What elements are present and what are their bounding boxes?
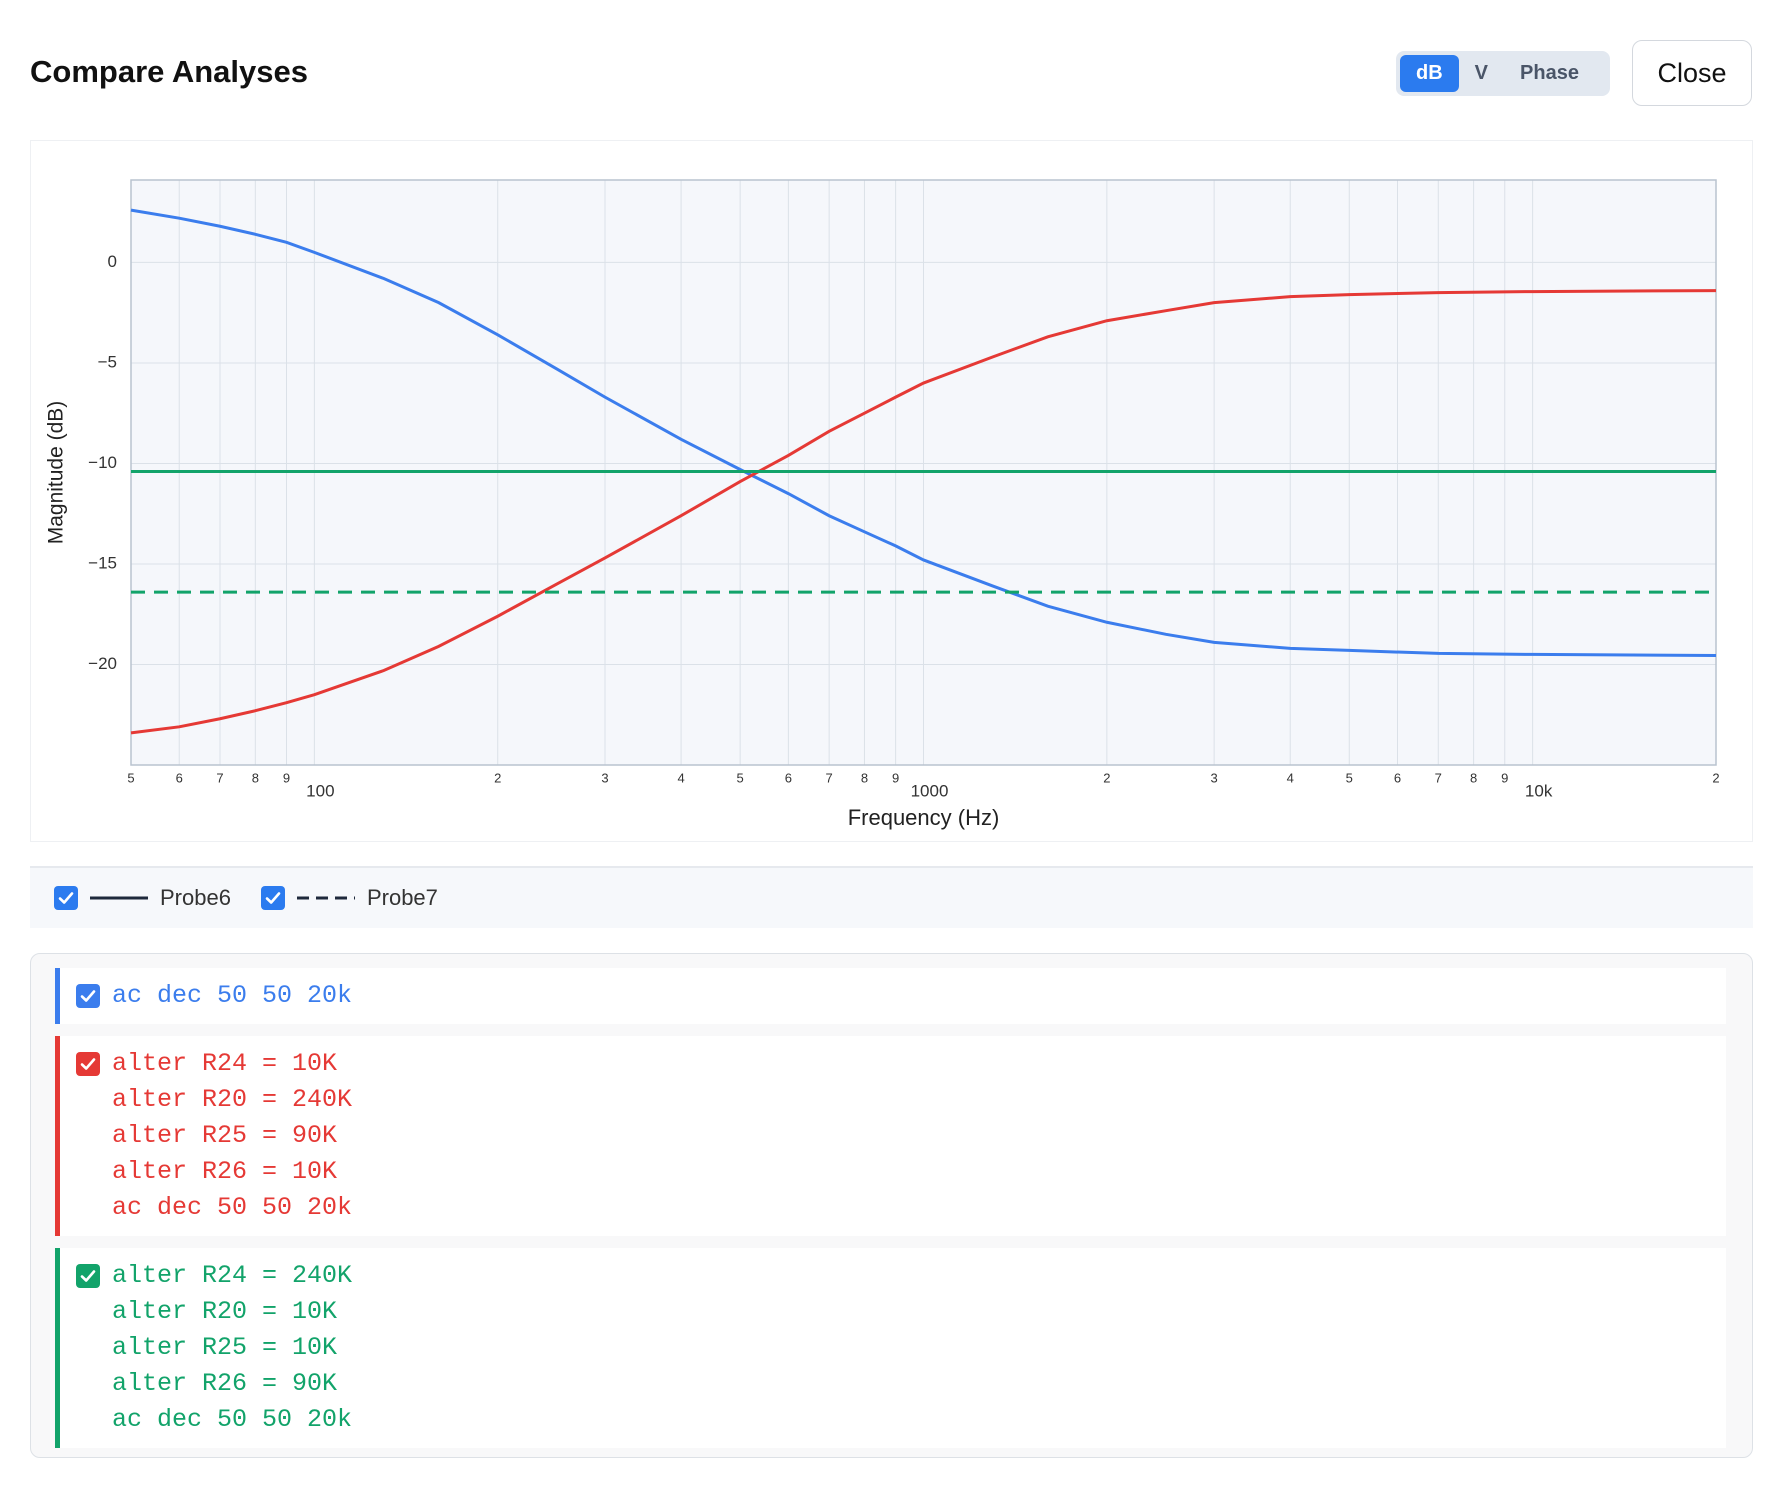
series-line xyxy=(130,289,1717,735)
chart: 5 6 7 8 9 100 2 3 4 5 6 7 8 9 1000 2 3 4 5 6 7 8 9 10k 2 0 −5 −10 −1… xyxy=(45,179,1720,830)
analysis-line: alter R20 = 10K xyxy=(112,1297,338,1326)
analysis-line: alter R24 = 10K xyxy=(112,1049,338,1078)
checkbox[interactable] xyxy=(76,1264,100,1288)
legend-swatch xyxy=(296,896,355,900)
y-tick-label: −10 xyxy=(88,453,117,472)
series-line xyxy=(130,208,1717,657)
analysis-lines: alter R24 = 240K alter R20 = 10K alter R25… xyxy=(112,1258,352,1438)
x-tick-label: 6 xyxy=(1394,770,1401,785)
checkbox[interactable] xyxy=(76,1052,100,1076)
x-tick-label: 8 xyxy=(1470,770,1477,785)
mode-toggle: dB V Phase xyxy=(1396,51,1610,96)
x-tick-label: 4 xyxy=(1287,770,1294,785)
x-tick-label: 9 xyxy=(283,770,290,785)
x-tick-label: 5 xyxy=(737,770,744,785)
analysis-lines: ac dec 50 50 20k xyxy=(112,978,352,1014)
check-icon xyxy=(80,1058,96,1070)
x-axis-title: Frequency (Hz) xyxy=(848,805,1000,830)
x-tick-label: 8 xyxy=(861,770,868,785)
analysis-line: alter R20 = 240K xyxy=(112,1085,353,1114)
analysis: alter R24 = 240K alter R20 = 10K alter R25… xyxy=(55,1248,1726,1448)
x-tick-label: 4 xyxy=(677,770,684,785)
x-tick-label: 1000 xyxy=(911,781,949,800)
x-tick-label: 6 xyxy=(785,770,792,785)
analysis-line: alter R24 = 240K xyxy=(112,1261,353,1290)
legend-item: Probe6 xyxy=(54,885,231,911)
mode-option[interactable]: V xyxy=(1474,62,1489,84)
legend-label: Probe6 xyxy=(160,885,231,910)
x-tick-label: 7 xyxy=(216,770,223,785)
check-icon xyxy=(80,990,96,1002)
checkbox-wrap xyxy=(76,1258,112,1438)
x-tick-label: 5 xyxy=(127,770,134,785)
x-tick-label: 9 xyxy=(1501,770,1508,785)
analysis-line: alter R25 = 10K xyxy=(112,1333,338,1362)
legend-item: Probe7 xyxy=(260,885,438,911)
x-tick-label: 3 xyxy=(601,770,608,785)
x-tick-label: 2 xyxy=(1712,770,1719,785)
mode-option[interactable]: dB xyxy=(1400,55,1459,92)
x-tick-label: 10k xyxy=(1525,781,1553,800)
y-tick-label: −5 xyxy=(98,352,117,371)
x-tick-label: 5 xyxy=(1346,770,1353,785)
y-tick-label: −15 xyxy=(88,553,117,572)
analysis-lines: alter R24 = 10K alter R20 = 240K alter R25… xyxy=(112,1046,352,1226)
mode-option[interactable]: Phase xyxy=(1520,62,1579,84)
analysis-line: ac dec 50 50 20k xyxy=(112,981,353,1010)
x-tick-label: 8 xyxy=(252,770,259,785)
analysis: alter R24 = 10K alter R20 = 240K alter R25… xyxy=(55,1036,1726,1236)
chart-card: 5 6 7 8 9 100 2 3 4 5 6 7 8 9 1000 2 3 4 5 6 7 8 9 10k 2 0 −5 −10 −1… xyxy=(30,140,1753,842)
close-button[interactable]: Close xyxy=(1632,40,1752,106)
x-tick-label: 100 xyxy=(306,781,334,800)
y-axis-title: Magnitude (dB) xyxy=(45,401,68,545)
y-tick-label: 0 xyxy=(108,252,117,271)
x-tick-label: 7 xyxy=(1435,770,1442,785)
checkbox-wrap xyxy=(76,978,112,1014)
checkbox[interactable] xyxy=(260,886,285,910)
analysis-line: ac dec 50 50 20k xyxy=(112,1405,353,1434)
analysis-line: ac dec 50 50 20k xyxy=(112,1193,353,1222)
analysis-line: alter R26 = 90K xyxy=(112,1369,338,1398)
legend-swatch xyxy=(90,896,148,900)
x-tick-label: 3 xyxy=(1211,770,1218,785)
check-icon xyxy=(80,1270,96,1282)
checkbox[interactable] xyxy=(54,886,78,910)
x-tick-label: 7 xyxy=(826,770,833,785)
check-icon xyxy=(58,892,74,904)
y-tick-label: −20 xyxy=(88,654,117,673)
analysis: ac dec 50 50 20k xyxy=(55,968,1726,1024)
x-tick-label: 2 xyxy=(1103,770,1110,785)
x-tick-label: 6 xyxy=(176,770,183,785)
check-icon xyxy=(265,892,281,904)
title: Compare Analyses xyxy=(30,54,308,89)
analysis-line: alter R26 = 10K xyxy=(112,1157,338,1186)
checkbox[interactable] xyxy=(76,984,100,1008)
analyses-list: ac dec 50 50 20k alter R24 = 10K alter R20… xyxy=(30,953,1753,1458)
legend: Probe6 Probe7 xyxy=(30,866,1753,928)
legend-label: Probe7 xyxy=(366,885,438,910)
checkbox-wrap xyxy=(76,1046,112,1226)
x-tick-label: 9 xyxy=(892,770,899,785)
analysis-line: alter R25 = 90K xyxy=(112,1121,338,1150)
x-tick-label: 2 xyxy=(494,770,501,785)
